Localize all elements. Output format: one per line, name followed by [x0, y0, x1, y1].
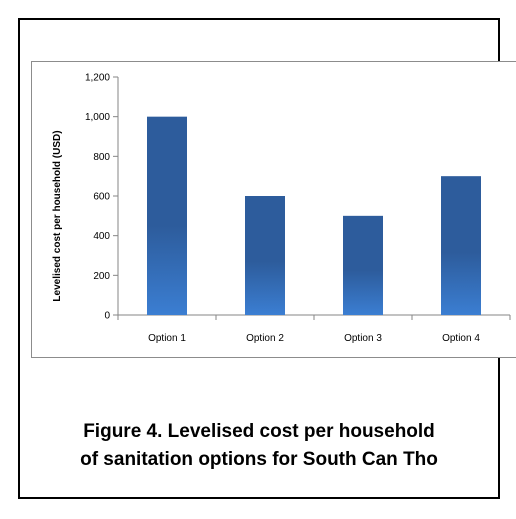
caption-line-1: Figure 4. Levelised cost per household [83, 421, 435, 442]
chart-labels: 0 200 400 600 800 1,000 1,200 Option 1 Option 2 O… [85, 73, 480, 345]
y-tick-label: 600 [93, 192, 110, 203]
bar-4 [441, 176, 481, 315]
bar-2 [245, 196, 285, 315]
bar-3 [343, 215, 383, 315]
chart-bars [147, 116, 481, 316]
y-tick-label: 800 [93, 152, 110, 163]
y-tick-label: 400 [93, 231, 110, 242]
y-tick-label: 200 [93, 271, 110, 282]
figure-caption: Figure 4. Levelised cost per household o… [18, 418, 500, 474]
y-tick-label: 1,000 [85, 112, 110, 123]
x-tick-label: Option 3 [344, 333, 382, 344]
x-tick-label: Option 1 [148, 333, 186, 344]
caption-line-2: of sanitation options for South Can Tho [80, 449, 438, 470]
y-tick-label: 1,200 [85, 73, 110, 84]
bar-1 [147, 116, 187, 316]
x-tick-label: Option 2 [246, 333, 284, 344]
x-tick-label: Option 4 [442, 333, 480, 344]
y-tick-label: 0 [104, 311, 110, 322]
y-axis-label: Levelised cost per household (USD) [52, 130, 63, 301]
